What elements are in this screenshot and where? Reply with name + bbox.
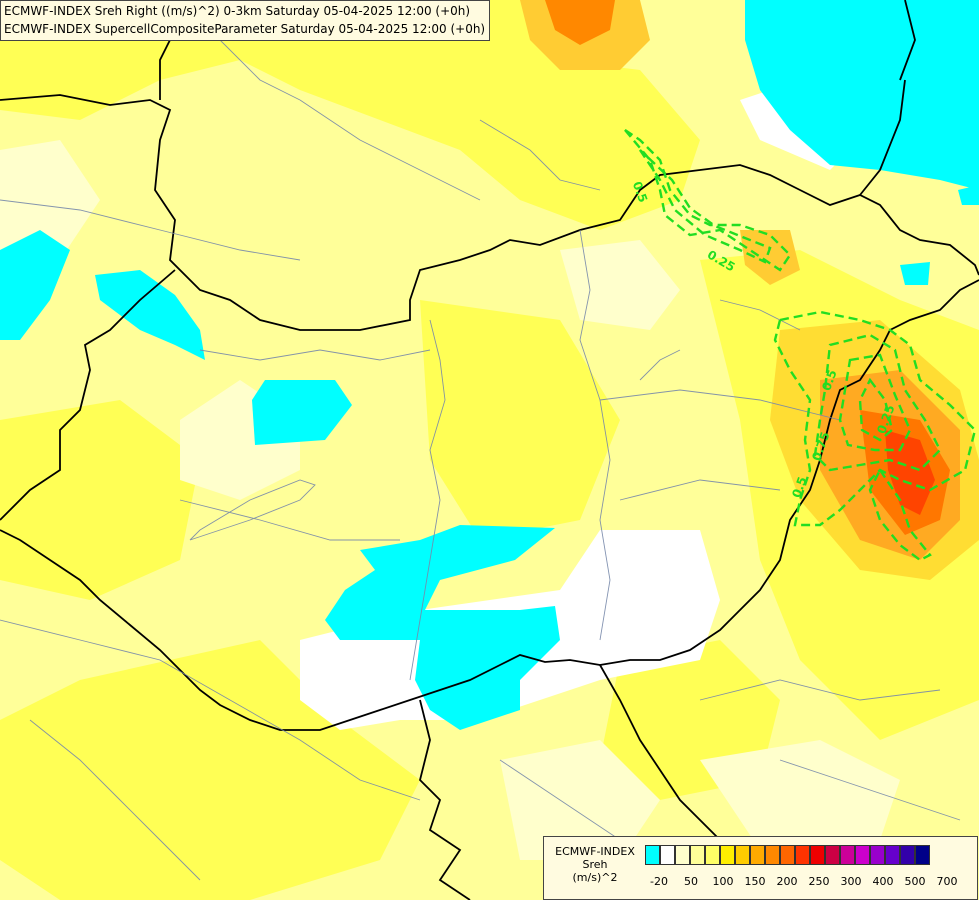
legend-label-param: Sreh [582, 858, 608, 871]
legend-swatch [795, 845, 810, 865]
legend-label-model: ECMWF-INDEX [555, 845, 635, 858]
legend-swatch [915, 845, 930, 865]
legend-swatches [645, 845, 930, 865]
legend-tick-label: 400 [872, 875, 894, 888]
sreh-field-orange-north [520, 0, 800, 285]
legend-tick-label: 300 [840, 875, 862, 888]
legend-ticks: -20 50 100 150 200 250 300 400 500 700 [645, 875, 975, 889]
legend-swatch [885, 845, 900, 865]
legend-swatch [900, 845, 915, 865]
sreh-field-cyan [0, 0, 979, 730]
title-line-2: ECMWF-INDEX SupercellCompositeParameter … [4, 22, 486, 36]
legend-swatch [855, 845, 870, 865]
legend-label-unit: (m/s)^2 [572, 871, 618, 884]
legend-tick-label: 500 [904, 875, 926, 888]
legend-tick-label: 200 [776, 875, 798, 888]
contour-label: 0.5 [630, 180, 650, 205]
legend-tick-label: -20 [650, 875, 668, 888]
legend-swatch [660, 845, 675, 865]
scp-contours [624, 129, 977, 562]
legend-tick-label: 100 [712, 875, 734, 888]
legend-tick-label: 250 [808, 875, 830, 888]
legend-swatch [735, 845, 750, 865]
title-line-1: ECMWF-INDEX Sreh Right ((m/s)^2) 0-3km S… [4, 4, 471, 18]
contour-label: 0.5 [789, 475, 809, 500]
legend-swatch [705, 845, 720, 865]
map-title: ECMWF-INDEX Sreh Right ((m/s)^2) 0-3km S… [0, 0, 491, 41]
color-legend: ECMWF-INDEX Sreh (m/s)^2 -20 50 100 150 200 2… [543, 836, 978, 900]
legend-swatch [870, 845, 885, 865]
legend-swatch [720, 845, 735, 865]
legend-swatch [645, 845, 660, 865]
legend-swatch [840, 845, 855, 865]
legend-swatch [810, 845, 825, 865]
legend-swatch [780, 845, 795, 865]
legend-swatch [825, 845, 840, 865]
legend-swatch [765, 845, 780, 865]
legend-tick-label: 700 [936, 875, 958, 888]
legend-swatch [675, 845, 690, 865]
legend-swatch [690, 845, 705, 865]
contour-label: 0.5 [819, 368, 839, 393]
legend-tick-label: 50 [684, 875, 698, 888]
legend-tick-label: 150 [744, 875, 766, 888]
legend-swatch [750, 845, 765, 865]
legend-label: ECMWF-INDEX Sreh (m/s)^2 [546, 845, 644, 884]
